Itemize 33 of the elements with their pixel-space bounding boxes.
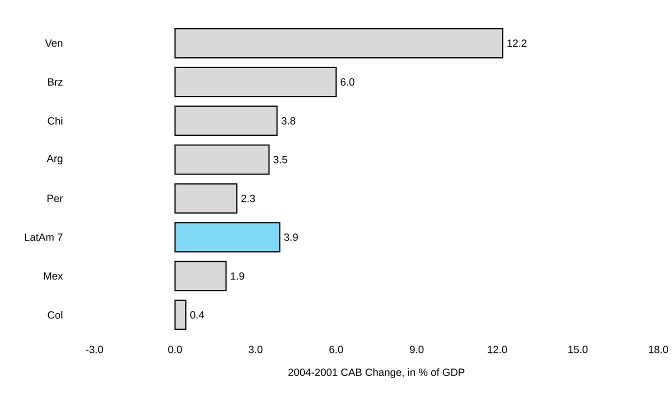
x-tick-label: -3.0	[86, 346, 104, 354]
bar	[174, 261, 227, 292]
y-tick-label: Mex	[44, 272, 63, 280]
data-label: 3.5	[273, 156, 288, 164]
bar	[174, 300, 186, 330]
data-label: 3.9	[284, 234, 298, 242]
x-axis-title: 2004-2001 CAB Change, in % of GDP	[288, 368, 464, 378]
data-label: 3.8	[282, 117, 296, 125]
y-tick-label: Arg	[46, 155, 62, 164]
bar	[174, 144, 270, 175]
x-tick-label: 9.0	[410, 346, 424, 354]
y-tick-label: Col	[48, 311, 62, 319]
y-tick-label: Ven	[44, 40, 62, 47]
x-tick-label: 0.0	[168, 346, 182, 354]
data-label: 6.0	[340, 78, 354, 86]
data-label: 2.3	[241, 194, 255, 202]
data-label: 1.9	[230, 272, 244, 280]
x-tick-label: 6.0	[329, 346, 343, 354]
x-tick-label: 15.0	[568, 346, 588, 354]
x-tick-label: 3.0	[248, 346, 262, 354]
y-tick-label: Brz	[48, 78, 62, 86]
bar	[174, 66, 337, 98]
x-tick-label: 18.0	[648, 346, 668, 354]
bar	[174, 222, 280, 253]
x-tick-label: 12.0	[488, 346, 507, 354]
bar	[174, 28, 504, 58]
data-label: 12.2	[507, 40, 526, 47]
y-tick-label: Chi	[48, 117, 62, 125]
y-tick-label: Per	[48, 194, 63, 202]
y-tick-label: LatAm 7	[24, 234, 62, 242]
bar	[174, 183, 238, 214]
bar	[174, 106, 278, 136]
data-label: 0.4	[190, 311, 204, 319]
